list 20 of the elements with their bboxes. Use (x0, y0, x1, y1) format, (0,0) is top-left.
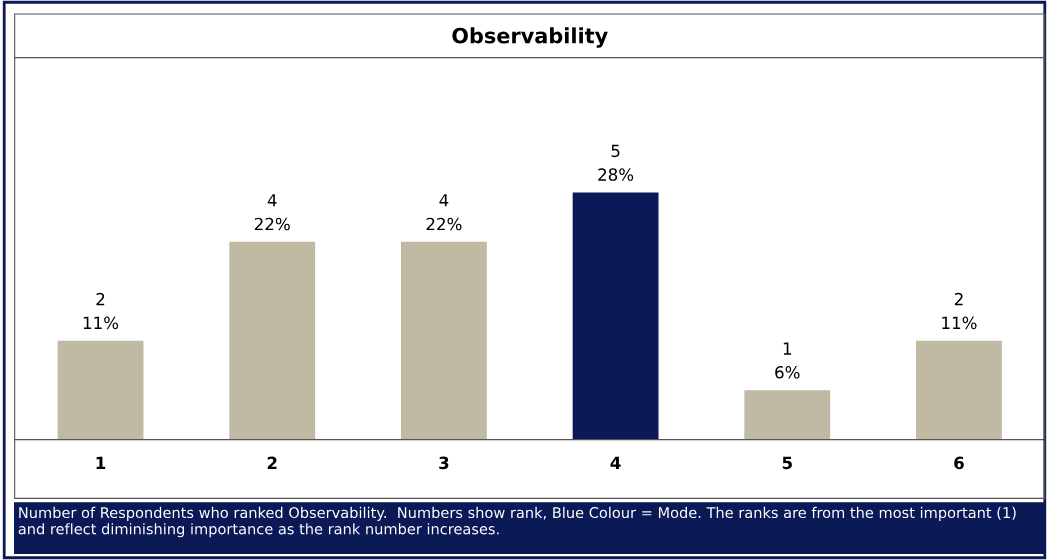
data-label: 2 11% (942, 292, 977, 330)
bar (229, 241, 316, 440)
x-tick-label: 5 (782, 456, 792, 470)
data-label: 4 22% (254, 194, 290, 231)
bar (400, 241, 487, 440)
data-label: 5 28% (598, 144, 634, 181)
data-label: 4 22% (426, 194, 462, 231)
chart-title: Observability (452, 27, 608, 48)
bar (572, 192, 659, 440)
bar (57, 340, 144, 440)
text: Number of Respondents who ranked Observability. Numbers show rank, Blue Colour = Mode. The ranks are from the most important (1) and reflect diminishing importance as the rank number increases. (18, 506, 1016, 538)
bar (744, 390, 831, 440)
x-tick-label: 3 (439, 456, 449, 470)
x-tick-label: 4 (610, 456, 621, 469)
x-tick-label: 2 (267, 456, 277, 469)
x-tick-label: 1 (96, 456, 106, 469)
data-label: 1 6% (775, 342, 800, 379)
bar (916, 340, 1002, 440)
data-label: 2 11% (83, 292, 119, 330)
x-tick-label: 6 (954, 456, 964, 470)
